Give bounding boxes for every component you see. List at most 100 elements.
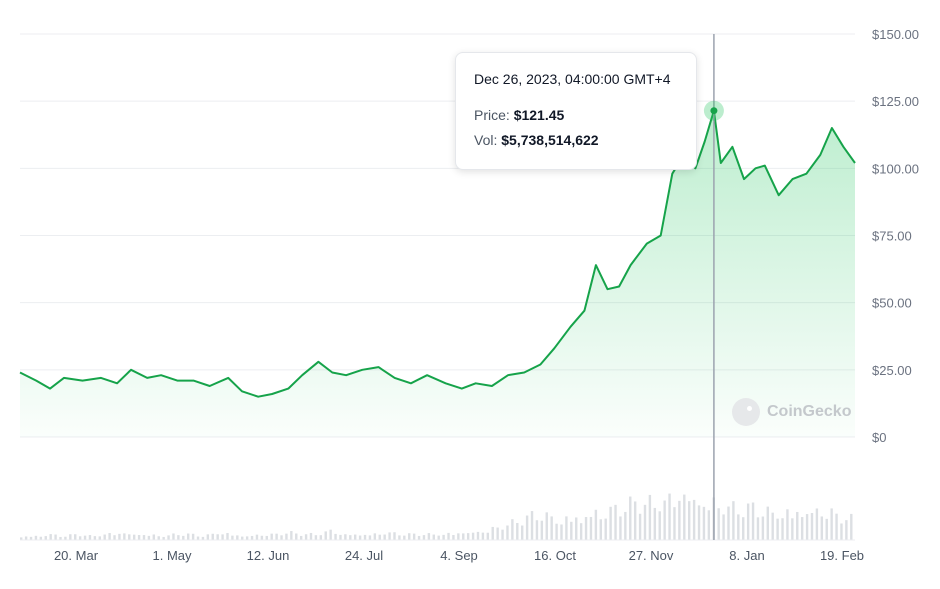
volume-bar [388,532,391,540]
volume-bar [309,532,313,540]
volume-bar [845,520,848,540]
volume-bar [83,535,87,540]
volume-bar [668,493,671,540]
volume-bar [226,533,229,540]
volume-bar [609,506,612,540]
volume-bar [231,535,234,540]
y-tick-label: $0 [872,430,886,445]
volume-bar [236,535,239,540]
volume-bar [113,535,116,540]
volume-bar [825,518,828,540]
volume-bar [304,534,308,540]
x-tick-label: 27. Nov [629,548,674,563]
volume-bar [643,504,647,540]
volume-bar [403,535,406,540]
volume-bar [339,534,342,540]
volume-bar [653,507,657,540]
price-area [19,109,856,437]
volume-bar [840,523,843,540]
volume-bar [471,532,475,540]
volume-bar [363,534,367,540]
volume-bar [152,534,156,540]
volume-bar [746,503,750,540]
volume-bar [157,536,160,540]
volume-bar [177,535,180,540]
volume-bar [697,505,701,540]
y-tick-label: $125.00 [872,94,919,109]
volume-bar [614,504,617,540]
volume-bar [781,518,784,540]
volume-bar [201,536,205,540]
volume-bar [525,515,529,540]
volume-bar [481,532,485,540]
x-tick-label: 8. Jan [729,548,764,563]
volume-bar [732,501,735,540]
volume-bar [88,535,92,540]
volume-bar [594,509,598,540]
volume-bar [245,536,249,540]
volume-bar [265,535,268,540]
volume-bar [648,494,652,540]
volume-bar [44,536,47,540]
volume-bar [462,533,465,540]
volume-bar [93,536,97,540]
volume-bar [820,516,824,540]
volume-bar [633,501,637,540]
volume-bar [658,511,661,540]
volume-bar [673,507,676,540]
tooltip-price-row: Price: $121.45 [474,107,678,123]
volume-bar [167,535,170,540]
tooltip-date: Dec 26, 2023, 04:00:00 GMT+4 [474,71,671,87]
tooltip-volume-value: $5,738,514,622 [501,132,599,148]
volume-bar [221,534,224,540]
volume-bar [118,533,121,540]
volume-bar [506,525,509,540]
volume-bar [172,533,175,540]
volume-bar [830,508,833,540]
x-tick-label: 19. Feb [820,548,864,563]
volume-bar [49,534,52,540]
volume-bar [78,536,82,540]
volume-bar [24,536,28,540]
volume-bar [835,513,838,540]
volume-bar [368,535,372,540]
y-tick-label: $75.00 [872,229,912,244]
volume-bar [579,523,583,540]
volume-bar [629,496,632,540]
volume-bar [457,533,460,540]
volume-bar [211,533,214,540]
volume-bar [663,500,666,540]
volume-bar [742,517,745,540]
volume-bar [683,494,686,540]
volume-bar [378,534,381,540]
y-tick-label: $25.00 [872,363,912,378]
crosshair [703,34,724,540]
volume-bar [599,519,602,540]
volume-bar [707,510,711,540]
volume-bar [108,533,111,540]
volume-bar [771,512,774,540]
volume-bar [354,534,357,540]
volume-bar [373,533,377,540]
volume-bar [74,534,77,540]
volume-bar [786,509,789,540]
volume-bar [290,531,293,540]
volume-bar [241,536,244,540]
tooltip-price-value: $121.45 [513,107,565,123]
volume-bar [280,535,283,540]
volume-bar [329,529,332,540]
volume-bar [766,506,769,540]
volume-bar [810,513,814,540]
x-tick-label: 20. Mar [54,548,99,563]
tooltip-volume-row: Vol: $5,738,514,622 [474,132,678,148]
volume-bar [103,534,106,540]
y-tick-label: $100.00 [872,161,919,176]
volume-bar [182,535,185,540]
volume-bar [638,513,642,540]
volume-bar [476,531,480,540]
volume-bar [540,520,544,540]
volume-bar [452,535,455,540]
volume-bar [791,518,794,540]
highlight-point [710,107,718,115]
